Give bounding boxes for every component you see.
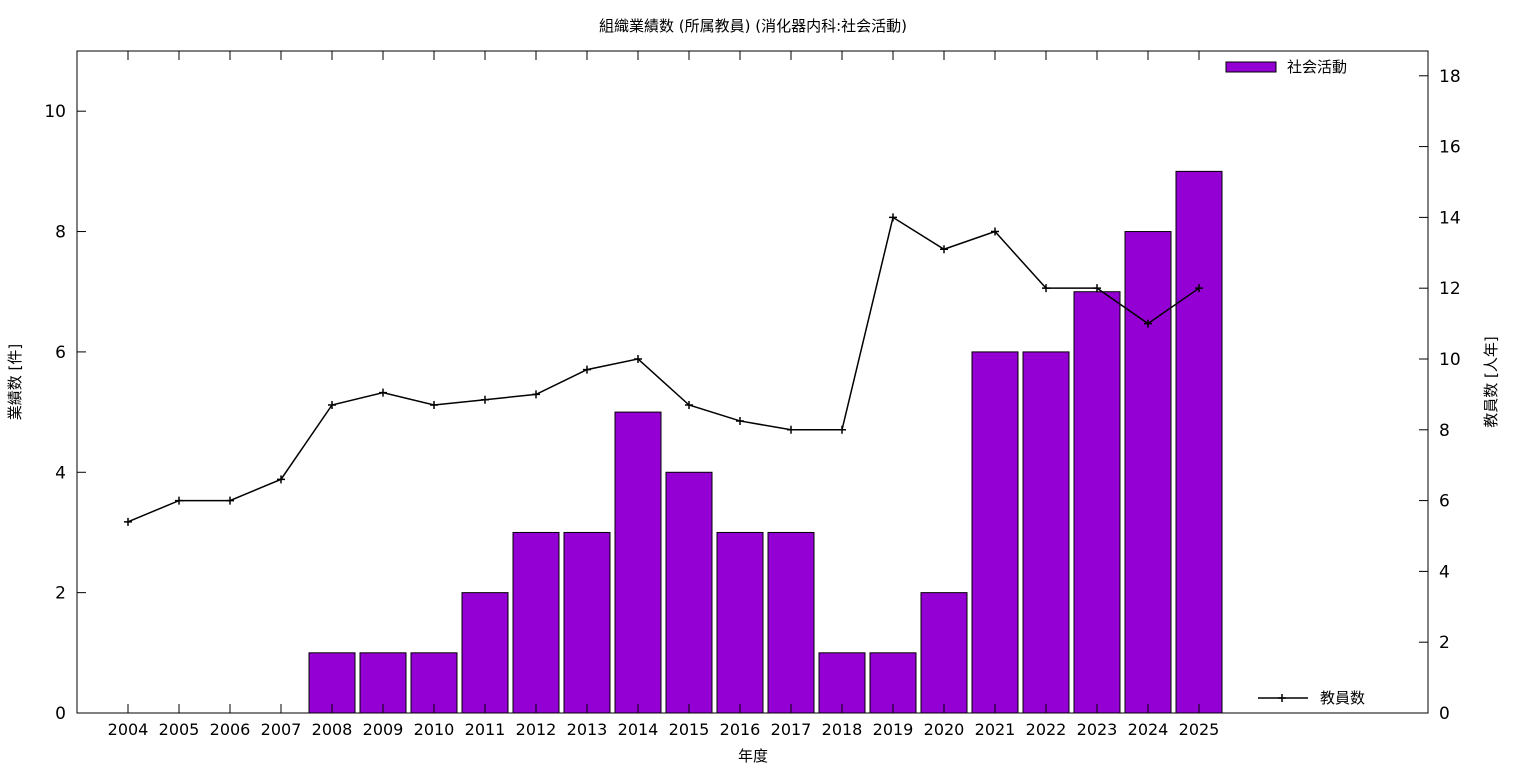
legend-bars: 社会活動 <box>1225 58 1347 76</box>
line-group <box>124 213 1203 526</box>
line-point-2019 <box>889 213 897 222</box>
y2-tick-label: 8 <box>1439 421 1450 441</box>
line-point-2006 <box>226 496 234 505</box>
bar-2020 <box>920 592 968 714</box>
bar-2025 <box>1175 170 1223 714</box>
bar-2023 <box>1073 291 1121 714</box>
bar-2017 <box>767 531 815 714</box>
x-tick-label: 2025 <box>1179 720 1220 739</box>
x-tick-label: 2011 <box>465 720 506 739</box>
y2-axis-label: 教員数 [人年] <box>1482 336 1500 427</box>
bar-2024 <box>1124 231 1172 714</box>
bar-2010 <box>410 652 458 714</box>
bar-2022 <box>1022 351 1070 714</box>
x-tick-label: 2024 <box>1128 720 1169 739</box>
line-point-2021 <box>991 227 999 236</box>
x-tick-label: 2005 <box>159 720 200 739</box>
line-point-2008 <box>328 401 336 410</box>
y2-tick-label: 14 <box>1439 208 1461 228</box>
bar-2018 <box>818 652 866 714</box>
y2-tick-label: 16 <box>1439 138 1461 158</box>
bar-2016 <box>716 531 764 714</box>
x-tick-label: 2006 <box>210 720 251 739</box>
line-point-2023 <box>1093 284 1101 293</box>
y2-tick-label: 0 <box>1439 704 1450 724</box>
plot-frame <box>76 50 1429 714</box>
y-tick-label: 4 <box>55 463 66 483</box>
x-tick-label: 2018 <box>822 720 863 739</box>
x-tick-label: 2015 <box>669 720 710 739</box>
line-point-2018 <box>838 425 846 434</box>
line-point-2024 <box>1144 319 1152 328</box>
line-point-2007 <box>277 475 285 484</box>
x-tick-label: 2020 <box>924 720 965 739</box>
y-tick-label: 0 <box>55 704 66 724</box>
y2-tick-label: 6 <box>1439 492 1450 512</box>
y-axis-right: 0 2 4 6 8 10 12 14 16 18 <box>1419 67 1461 724</box>
x-tick-label: 2017 <box>771 720 812 739</box>
faculty-line <box>127 216 1200 523</box>
chart-title: 組織業績数 (所属教員) (消化器内科:社会活動) <box>599 17 907 35</box>
line-point-2010 <box>430 401 438 410</box>
line-point-2017 <box>787 425 795 434</box>
line-point-2012 <box>532 390 540 399</box>
line-point-2020 <box>940 245 948 254</box>
legend-line-label: 教員数 <box>1320 689 1365 707</box>
bar-2009 <box>359 652 407 714</box>
y2-tick-label: 18 <box>1439 67 1461 87</box>
bar-2011 <box>461 592 509 714</box>
line-point-2009 <box>379 388 387 397</box>
y-tick-label: 6 <box>55 343 66 363</box>
line-point-2022 <box>1042 284 1050 293</box>
legend-line-marker <box>1278 694 1286 702</box>
y-tick-label: 2 <box>55 584 66 604</box>
legend-bar-swatch <box>1225 61 1277 73</box>
x-tick-label: 2004 <box>108 720 149 739</box>
line-point-2015 <box>685 401 693 410</box>
x-axis-label: 年度 <box>738 747 768 765</box>
line-point-2016 <box>736 416 744 425</box>
x-tick-label: 2019 <box>873 720 914 739</box>
line-point-2013 <box>583 365 591 374</box>
line-point-2004 <box>124 517 132 526</box>
x-tick-label: 2021 <box>975 720 1016 739</box>
x-axis: 2004 2005 2006 2007 2008 2009 2010 2011 2012 2013… <box>108 51 1220 739</box>
bar-2013 <box>563 531 611 714</box>
y-tick-label: 8 <box>55 223 66 243</box>
line-point-2025 <box>1195 284 1203 293</box>
y2-tick-label: 12 <box>1439 279 1461 299</box>
x-tick-label: 2012 <box>516 720 557 739</box>
x-tick-label: 2013 <box>567 720 608 739</box>
x-tick-label: 2008 <box>312 720 353 739</box>
x-tick-label: 2014 <box>618 720 659 739</box>
bar-2008 <box>308 652 356 714</box>
bar-2012 <box>512 531 560 714</box>
line-point-2005 <box>175 496 183 505</box>
bar-2019 <box>869 652 917 714</box>
y2-tick-label: 4 <box>1439 562 1450 582</box>
x-tick-label: 2022 <box>1026 720 1067 739</box>
bar-2015 <box>665 471 713 714</box>
bar-2014 <box>614 411 662 714</box>
bars-group <box>308 170 1223 714</box>
x-tick-label: 2009 <box>363 720 404 739</box>
legend-bar-label: 社会活動 <box>1287 58 1347 76</box>
x-tick-label: 2010 <box>414 720 455 739</box>
x-tick-label: 2016 <box>720 720 761 739</box>
y-axis-left: 0 2 4 6 8 10 <box>44 102 86 724</box>
x-tick-label: 2007 <box>261 720 302 739</box>
bar-2021 <box>971 351 1019 714</box>
legend-line: 教員数 <box>1258 689 1365 707</box>
line-point-2011 <box>481 395 489 404</box>
y2-tick-label: 10 <box>1439 350 1461 370</box>
line-point-2014 <box>634 354 642 363</box>
y2-tick-label: 2 <box>1439 633 1450 653</box>
x-tick-label: 2023 <box>1077 720 1118 739</box>
y-axis-label: 業績数 [件] <box>6 344 24 420</box>
y-tick-label: 10 <box>44 102 66 122</box>
